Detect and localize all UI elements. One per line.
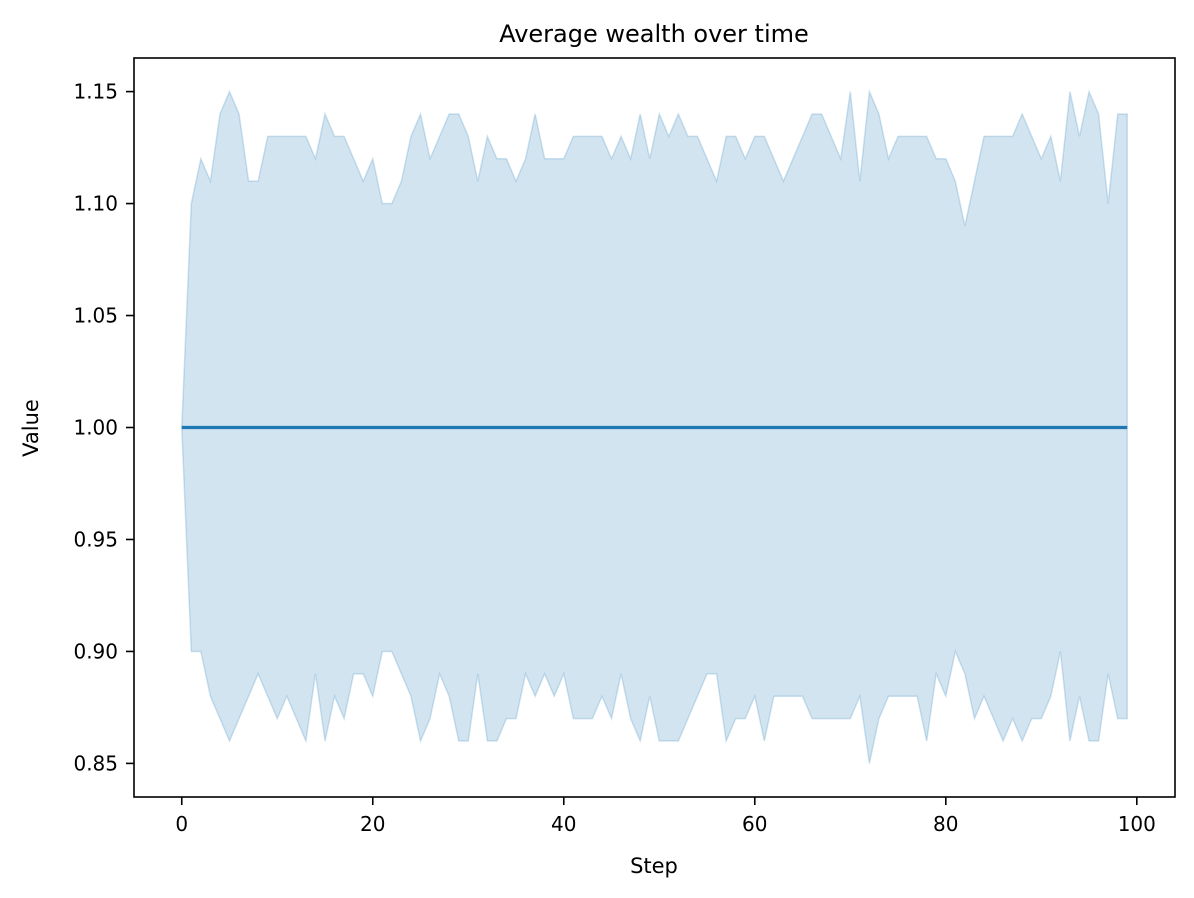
x-axis-ticks: 0 20 40 60 80 100 xyxy=(175,797,1156,836)
y-axis-label: Value xyxy=(19,399,43,457)
x-tick-label: 80 xyxy=(933,812,958,836)
x-tick-label: 100 xyxy=(1118,812,1156,836)
x-tick-label: 0 xyxy=(175,812,188,836)
y-tick-label: 1.05 xyxy=(73,304,118,328)
chart-title: Average wealth over time xyxy=(499,20,809,48)
y-tick-label: 0.95 xyxy=(73,527,118,551)
x-tick-label: 40 xyxy=(551,812,576,836)
y-tick-label: 1.15 xyxy=(73,80,118,104)
y-tick-label: 1.00 xyxy=(73,416,118,440)
y-axis-ticks: 0.85 0.90 0.95 1.00 1.05 1.10 1.15 xyxy=(73,80,134,775)
x-axis-label: Step xyxy=(630,854,678,878)
x-tick-label: 20 xyxy=(360,812,385,836)
x-tick-label: 60 xyxy=(742,812,767,836)
y-tick-label: 0.90 xyxy=(73,639,118,663)
y-tick-label: 1.10 xyxy=(73,192,118,216)
y-tick-label: 0.85 xyxy=(73,751,118,775)
